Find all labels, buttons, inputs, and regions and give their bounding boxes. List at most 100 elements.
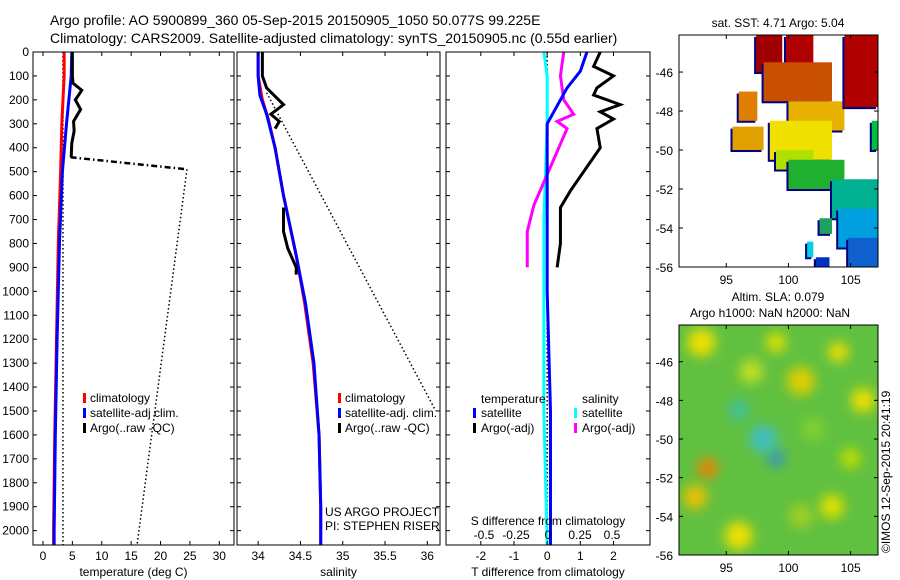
sla-anomaly-blob [840, 448, 861, 469]
y-tick-label: 300 [9, 117, 29, 131]
x2-tick-label: -0.25 [502, 528, 530, 542]
series-argo-raw-qc- [69, 52, 84, 158]
series-argo-raw-dotted [265, 92, 437, 412]
sla-anomaly-blob [801, 417, 826, 442]
x2-tick-label: 0 [545, 528, 552, 542]
y-tick-label: -46 [656, 66, 674, 80]
credit-text: ©IMOS 12-Sep-2015 20:41:19 [879, 390, 893, 553]
legend-label: satellite [582, 406, 623, 420]
y-tick-label: -46 [656, 356, 674, 370]
sla-anomaly-blob [728, 400, 749, 421]
y-tick-label: -48 [656, 105, 674, 119]
sla-map-subtitle: Argo h1000: NaN h2000: NaN [690, 306, 850, 320]
x-tick-label: 0 [40, 549, 47, 563]
x-tick-label: 34 [251, 549, 265, 563]
x2-axis-label: S difference from climatology [471, 514, 626, 528]
y-tick-label: 400 [9, 141, 29, 155]
sla-anomaly-blob [766, 332, 787, 353]
sla-background [679, 325, 878, 555]
y-tick-label: -48 [656, 394, 674, 408]
panel-temperature: 0100200300400500600700800900100011001200… [2, 45, 235, 579]
series-salinity-satellite [542, 51, 549, 546]
x-tick-label: 100 [778, 561, 798, 575]
y-tick-label: 1500 [2, 404, 29, 418]
legend-label: satellite-adj. clim. [345, 406, 437, 420]
sla-anomaly-blob [828, 342, 849, 363]
sst-patch [844, 35, 878, 108]
annotation-text: PI: STEPHEN RISER [325, 519, 440, 533]
sst-patch [848, 237, 878, 267]
y-tick-label: -50 [656, 144, 674, 158]
map-image [679, 325, 878, 555]
sla-anomaly-blob [819, 494, 844, 519]
y-tick-label: 1100 [3, 308, 29, 322]
sla-anomaly-blob [749, 425, 778, 454]
sst-patch [763, 62, 832, 102]
series-satellite-adj-clim- [52, 51, 74, 545]
map-frame [678, 324, 879, 556]
y-tick-label: -50 [656, 433, 674, 447]
y-tick-label: 2000 [2, 524, 29, 538]
x2-tick-label: -0.5 [474, 528, 495, 542]
map-frame [678, 34, 879, 268]
legend-swatch [338, 408, 341, 418]
sst-patch [807, 241, 814, 258]
y-tick-label: -52 [656, 183, 674, 197]
title-line-2: Climatology: CARS2009. Satellite-adjuste… [50, 30, 618, 46]
y-tick-label: 1400 [2, 380, 29, 394]
legend-label: satellite [481, 406, 522, 420]
x-tick-label: 35 [336, 549, 350, 563]
legend-swatch [338, 423, 341, 433]
x-tick-label: 34.5 [289, 549, 313, 563]
panel-difference: -2 -1 0 1 2 T difference from climatology temp… [445, 51, 651, 579]
sst-patch [732, 126, 764, 151]
series-satellite-adj-clim- [256, 52, 323, 545]
annotation-text: US ARGO PROJECT [325, 505, 440, 519]
sst-patch [871, 120, 878, 151]
x-axis-label: salinity [320, 565, 357, 579]
y-tick-label: -56 [656, 549, 674, 563]
series-argo-dashdot [70, 156, 188, 171]
y-tick-label: 1300 [2, 356, 29, 370]
sla-anomaly-blob [739, 359, 764, 384]
sla-anomaly-blob [788, 504, 813, 529]
legend-group-title: salinity [582, 392, 619, 406]
x-axis-label: T difference from climatology [471, 565, 625, 579]
y-tick-label: 1800 [2, 476, 29, 490]
series-argo-raw [136, 169, 188, 546]
x-tick-label: 2 [610, 549, 617, 563]
legend-swatch [574, 408, 577, 418]
y-tick-label: -52 [656, 472, 674, 486]
y-tick-label: 500 [9, 165, 29, 179]
x-tick-label: 36 [421, 549, 435, 563]
legend-swatch [338, 393, 341, 403]
y-tick-label: 1700 [2, 452, 29, 466]
sla-anomaly-blob [786, 367, 815, 396]
x-tick-label: 100 [778, 273, 798, 287]
series-temperature-satellite [545, 51, 589, 545]
y-tick-label: 200 [9, 93, 29, 107]
title-line-1: Argo profile: AO 5900899_360 05-Sep-2015… [50, 12, 541, 28]
y-tick-label: 700 [9, 213, 29, 227]
legend-label: Argo(..raw -QC) [345, 421, 430, 435]
axes-frame [236, 51, 441, 546]
sst-patch [738, 91, 758, 121]
axes-frame [32, 51, 235, 546]
x-tick-label: 0 [544, 549, 551, 563]
legend-label: climatology [90, 391, 150, 405]
y-tick-label: 0 [22, 45, 29, 59]
y-tick-label: 1000 [2, 284, 29, 298]
map-image [730, 35, 878, 267]
y-tick-label: -56 [656, 261, 674, 275]
legend-group-title: temperature [481, 392, 546, 406]
y-tick-label: 1200 [2, 332, 29, 346]
y-tick-label: 600 [9, 189, 29, 203]
x-tick-label: -2 [475, 549, 486, 563]
x-tick-label: 15 [124, 549, 138, 563]
x-tick-label: 20 [154, 549, 168, 563]
sst-patch [815, 257, 830, 267]
y-tick-label: 1900 [2, 500, 29, 514]
x-tick-label: 1 [577, 549, 584, 563]
